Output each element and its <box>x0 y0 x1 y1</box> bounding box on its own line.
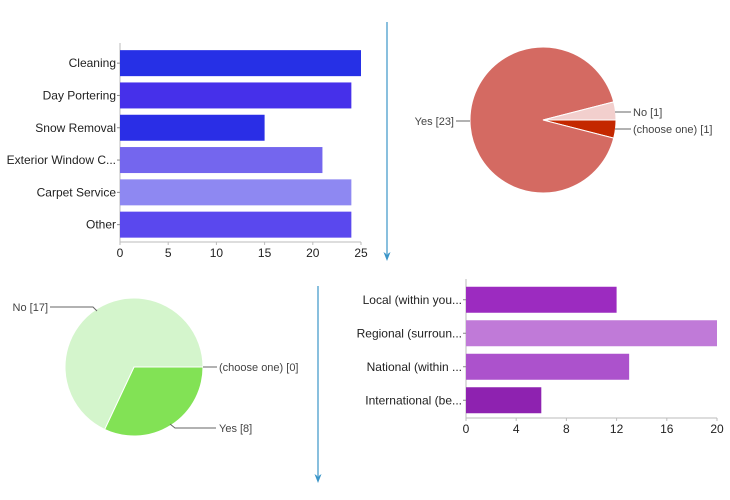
pie-label: Yes [23] <box>415 116 454 128</box>
pie-label: (choose one) [1] <box>633 124 713 136</box>
bar[interactable] <box>120 211 352 238</box>
category-label: Regional (surroun... <box>357 326 462 340</box>
down-arrow-icon <box>383 22 391 261</box>
x-tick-label: 8 <box>563 422 570 436</box>
x-tick-label: 0 <box>117 246 124 260</box>
pie-label: No [17] <box>13 302 48 314</box>
x-tick-label: 0 <box>463 422 470 436</box>
yes-no-pie-chart-red: Yes [23] No [1] (choose one) [1] <box>415 46 713 194</box>
category-label: Day Portering <box>43 88 116 102</box>
x-tick-label: 16 <box>660 422 674 436</box>
pie-slice[interactable] <box>542 101 617 121</box>
x-tick-label: 20 <box>710 422 724 436</box>
category-label: Snow Removal <box>35 121 116 135</box>
bar[interactable] <box>120 82 352 109</box>
category-label: Local (within you... <box>363 293 462 307</box>
bar[interactable] <box>120 179 352 206</box>
x-tick-label: 15 <box>258 246 272 260</box>
bar[interactable] <box>466 353 630 380</box>
x-tick-label: 5 <box>165 246 172 260</box>
bar[interactable] <box>466 387 542 414</box>
bar[interactable] <box>466 286 617 313</box>
x-tick-label: 25 <box>354 246 368 260</box>
x-tick-label: 20 <box>306 246 320 260</box>
category-label: Cleaning <box>69 56 116 70</box>
x-tick-label: 12 <box>610 422 624 436</box>
bar[interactable] <box>120 114 265 141</box>
region-bar-chart: Local (within you... Regional (surroun...… <box>357 279 724 436</box>
category-label: Other <box>86 218 116 232</box>
category-label: Carpet Service <box>37 185 117 199</box>
x-tick-label: 4 <box>513 422 520 436</box>
bar[interactable] <box>120 50 361 77</box>
pie-slice[interactable] <box>469 46 615 194</box>
pie-label: Yes [8] <box>219 423 252 435</box>
pie-slice[interactable] <box>64 297 204 431</box>
pie-label: (choose one) [0] <box>219 362 299 374</box>
yes-no-pie-chart-green: No [17] (choose one) [0] Yes [8] <box>13 297 299 437</box>
category-label: Exterior Window C... <box>7 153 116 167</box>
services-bar-chart: Cleaning Day Portering Snow Removal Exterio… <box>7 43 368 260</box>
category-label: International (be... <box>365 393 462 407</box>
down-arrow-icon <box>314 286 322 483</box>
category-label: National (within ... <box>367 360 462 374</box>
pie-label: No [1] <box>633 107 662 119</box>
x-tick-label: 10 <box>210 246 224 260</box>
bar[interactable] <box>466 320 717 347</box>
bar[interactable] <box>120 147 323 174</box>
